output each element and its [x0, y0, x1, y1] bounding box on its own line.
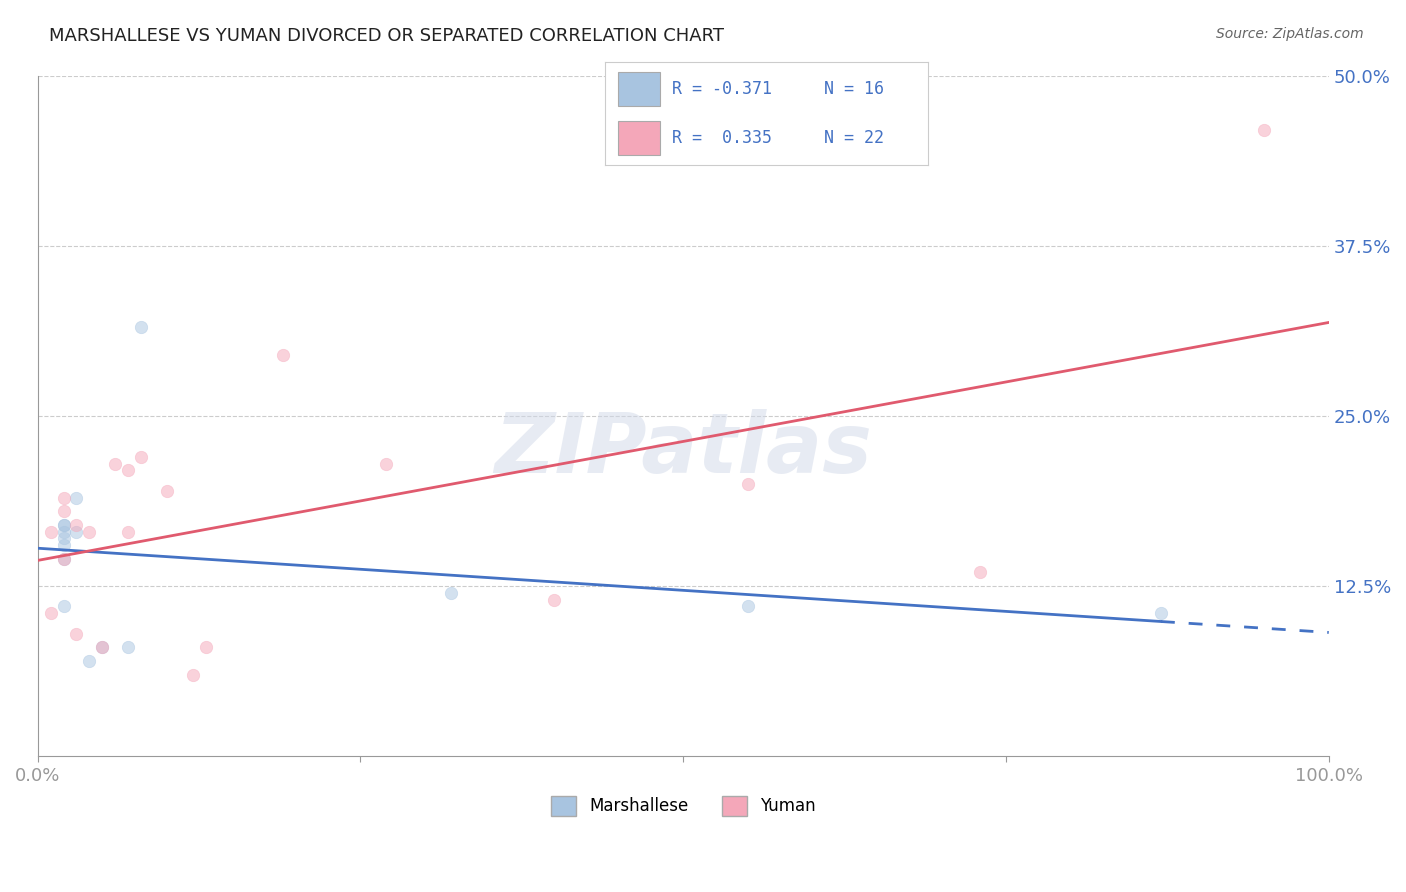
- Point: [104, 457, 127, 471]
- Point: [737, 599, 759, 614]
- Point: [737, 477, 759, 491]
- Text: MARSHALLESE VS YUMAN DIVORCED OR SEPARATED CORRELATION CHART: MARSHALLESE VS YUMAN DIVORCED OR SEPARAT…: [49, 27, 724, 45]
- Point: [65, 491, 87, 505]
- Legend: Marshallese, Yuman: Marshallese, Yuman: [544, 789, 823, 822]
- Point: [79, 524, 101, 539]
- Point: [52, 538, 75, 552]
- Point: [543, 592, 565, 607]
- Point: [129, 450, 152, 464]
- Text: Source: ZipAtlas.com: Source: ZipAtlas.com: [1216, 27, 1364, 41]
- Point: [156, 483, 179, 498]
- Bar: [617, 71, 659, 105]
- Point: [52, 532, 75, 546]
- Text: N = 16: N = 16: [824, 79, 884, 97]
- Point: [91, 640, 114, 655]
- Point: [39, 607, 62, 621]
- Point: [52, 517, 75, 532]
- Point: [375, 457, 398, 471]
- Point: [52, 599, 75, 614]
- Point: [52, 552, 75, 566]
- Point: [271, 348, 294, 362]
- Point: [1253, 123, 1275, 137]
- Point: [440, 586, 463, 600]
- Point: [65, 524, 87, 539]
- Text: ZIPatlas: ZIPatlas: [495, 409, 872, 491]
- Point: [65, 517, 87, 532]
- Point: [117, 463, 139, 477]
- Point: [79, 654, 101, 668]
- Point: [1150, 607, 1173, 621]
- Point: [52, 524, 75, 539]
- Point: [52, 517, 75, 532]
- Point: [181, 667, 204, 681]
- Point: [52, 552, 75, 566]
- Point: [194, 640, 217, 655]
- Point: [117, 524, 139, 539]
- Point: [52, 504, 75, 518]
- Text: N = 22: N = 22: [824, 128, 884, 147]
- Bar: [617, 121, 659, 155]
- Point: [52, 491, 75, 505]
- Point: [117, 640, 139, 655]
- Point: [65, 626, 87, 640]
- Text: R = -0.371: R = -0.371: [672, 79, 772, 97]
- Point: [129, 320, 152, 334]
- Point: [39, 524, 62, 539]
- Point: [91, 640, 114, 655]
- Point: [969, 566, 991, 580]
- Text: R =  0.335: R = 0.335: [672, 128, 772, 147]
